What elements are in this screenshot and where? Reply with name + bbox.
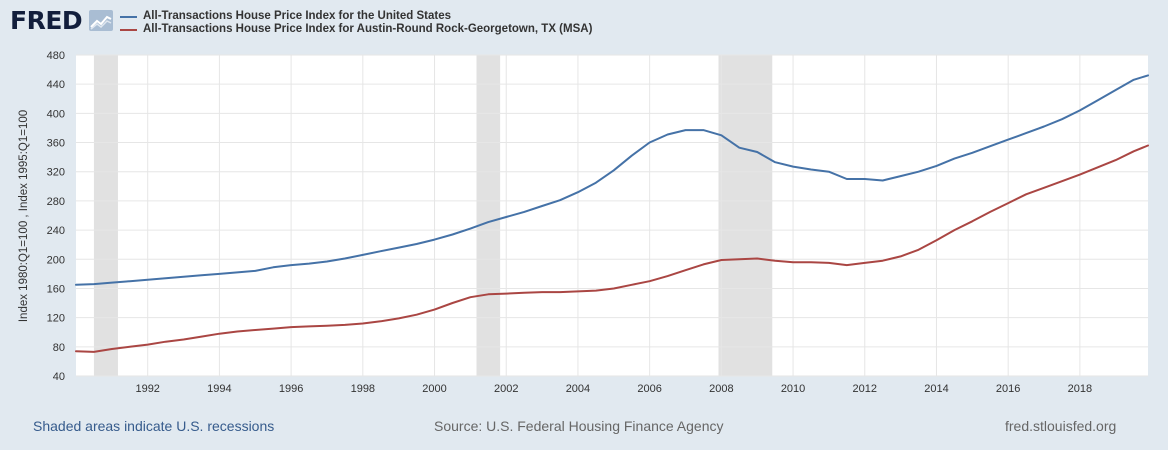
x-tick-label-0: 1992 <box>135 383 159 395</box>
y-tick-label-7: 320 <box>47 167 65 179</box>
line-chart-icon <box>89 10 113 31</box>
y-tick-label-11: 480 <box>47 50 65 62</box>
x-tick-label-6: 2004 <box>566 383 590 395</box>
recession-band-1 <box>476 55 501 376</box>
chart-header: FRED All-Transactions House Price Index … <box>0 0 1168 50</box>
legend-label-austin: All-Transactions House Price Index for A… <box>143 23 593 35</box>
y-tick-label-9: 400 <box>47 108 65 120</box>
y-tick-label-4: 200 <box>47 254 65 266</box>
x-tick-label-8: 2008 <box>709 383 733 395</box>
x-tick-label-13: 2018 <box>1068 383 1092 395</box>
x-tick-label-5: 2002 <box>494 383 518 395</box>
series-line-austin[interactable] <box>75 144 1149 353</box>
x-tick-label-3: 1998 <box>351 383 375 395</box>
y-tick-label-5: 240 <box>47 225 65 237</box>
y-tick-label-10: 440 <box>47 79 65 91</box>
x-tick-label-10: 2012 <box>853 383 877 395</box>
legend-label-us: All-Transactions House Price Index for t… <box>143 10 452 22</box>
y-axis-title: Index 1980:Q1=100 , Index 1995:Q1=100 <box>18 110 30 322</box>
x-tick-label-7: 2006 <box>637 383 661 395</box>
y-axis-ticks: 40 80 120 160 200 240 280 320 360 400 440 480 <box>47 50 65 383</box>
series-line-us[interactable] <box>75 74 1149 286</box>
x-tick-label-2: 1996 <box>279 383 303 395</box>
fred-logo[interactable]: FRED <box>10 6 83 35</box>
y-tick-label-3: 160 <box>47 283 65 295</box>
y-tick-label-6: 280 <box>47 196 65 208</box>
recession-band-0 <box>93 55 118 376</box>
y-tick-label-2: 120 <box>47 313 65 325</box>
x-tick-label-11: 2014 <box>924 383 948 395</box>
recession-band-2 <box>718 55 773 376</box>
y-tick-label-1: 80 <box>53 342 65 354</box>
x-tick-label-9: 2010 <box>781 383 805 395</box>
recession-note: Shaded areas indicate U.S. recessions <box>33 418 275 434</box>
x-axis-ticks: 1992 1994 1996 1998 2000 2002 2004 2006 2008 2010… <box>135 383 1092 395</box>
site-link[interactable]: fred.stlouisfed.org <box>1005 418 1117 434</box>
source-note: Source: U.S. Federal Housing Finance Age… <box>434 418 724 434</box>
x-tick-label-1: 1994 <box>207 383 231 395</box>
y-tick-label-8: 360 <box>47 138 65 150</box>
series-lines <box>75 74 1149 353</box>
plot-area <box>76 55 1148 376</box>
x-tick-label-12: 2016 <box>996 383 1020 395</box>
y-tick-label-0: 40 <box>53 371 65 383</box>
chart-footer: Shaded areas indicate U.S. recessions So… <box>0 412 1168 438</box>
x-tick-label-4: 2000 <box>422 383 446 395</box>
legend-swatch-us <box>120 16 137 18</box>
legend-swatch-austin <box>120 29 137 31</box>
